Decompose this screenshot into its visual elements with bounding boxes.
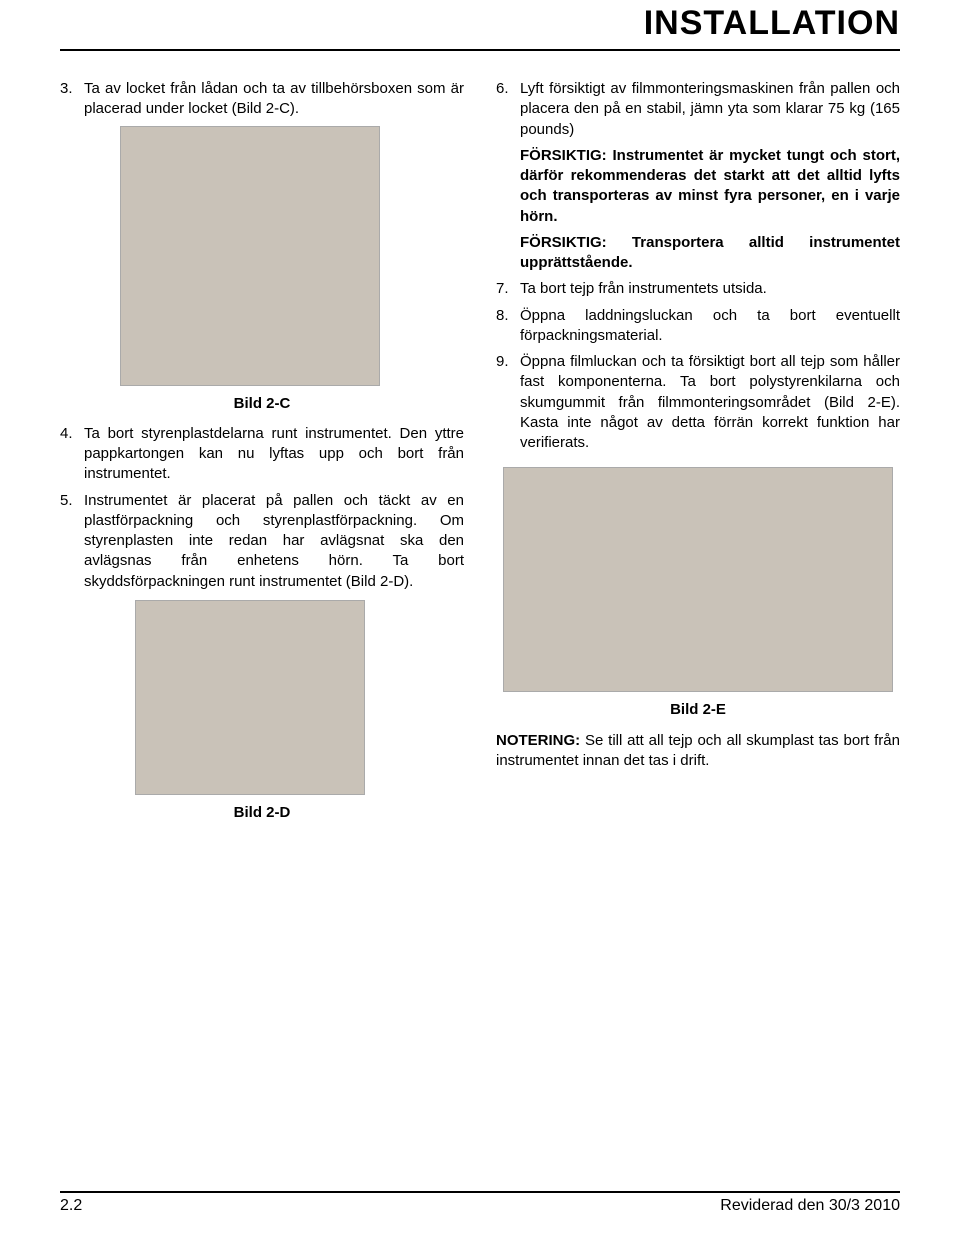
list-number: 5. — [60, 491, 84, 592]
list-text: Öppna filmluckan och ta försiktigt bort … — [520, 352, 900, 453]
caution-label: FÖRSIKTIG: — [520, 147, 607, 164]
list-number: 3. — [60, 79, 84, 120]
caution-label: FÖRSIKTIG: — [520, 234, 607, 251]
list-number: 6. — [496, 79, 520, 140]
list-item: 9. Öppna filmluckan och ta försiktigt bo… — [496, 352, 900, 453]
list-number: 7. — [496, 279, 520, 299]
footer: 2.2 Reviderad den 30/3 2010 — [60, 1191, 900, 1215]
caption-2e: Bild 2-E — [496, 700, 900, 720]
note-label: NOTERING: — [496, 732, 580, 749]
figure-2c — [120, 126, 380, 386]
figure-2e — [503, 467, 893, 692]
header-rule — [60, 49, 900, 51]
caption-2d: Bild 2-D — [60, 803, 464, 823]
list-text: Ta bort tejp från instrumentets utsida. — [520, 279, 900, 299]
list-number: 4. — [60, 424, 84, 485]
list-text: Öppna laddningsluckan och ta bort eventu… — [520, 306, 900, 347]
list-number: 8. — [496, 306, 520, 347]
list-text: Ta av locket från lådan och ta av tillbe… — [84, 79, 464, 120]
caution-1: FÖRSIKTIG: Instrumentet är mycket tungt … — [496, 146, 900, 227]
revision-date: Reviderad den 30/3 2010 — [720, 1197, 900, 1215]
footer-rule — [60, 1191, 900, 1193]
list-item: 7. Ta bort tejp från instrumentets utsid… — [496, 279, 900, 299]
note: NOTERING: Se till att all tejp och all s… — [496, 731, 900, 772]
left-column: 3. Ta av locket från lådan och ta av til… — [60, 79, 464, 833]
list-item: 3. Ta av locket från lådan och ta av til… — [60, 79, 464, 120]
figure-2d — [135, 600, 365, 795]
list-item: 4. Ta bort styrenplastdelarna runt instr… — [60, 424, 464, 485]
page-title: INSTALLATION — [60, 0, 900, 49]
list-item: 8. Öppna laddningsluckan och ta bort eve… — [496, 306, 900, 347]
page-number: 2.2 — [60, 1197, 82, 1215]
list-text: Lyft försiktigt av filmmonteringsmaskine… — [520, 79, 900, 140]
caution-2: FÖRSIKTIG: Transportera alltid instrumen… — [496, 233, 900, 274]
right-column: 6. Lyft försiktigt av filmmonteringsmask… — [496, 79, 900, 833]
list-item: 6. Lyft försiktigt av filmmonteringsmask… — [496, 79, 900, 140]
caption-2c: Bild 2-C — [60, 394, 464, 414]
list-text: Instrumentet är placerat på pallen och t… — [84, 491, 464, 592]
list-item: 5. Instrumentet är placerat på pallen oc… — [60, 491, 464, 592]
list-text: Ta bort styrenplastdelarna runt instrume… — [84, 424, 464, 485]
list-number: 9. — [496, 352, 520, 453]
content-columns: 3. Ta av locket från lådan och ta av til… — [60, 79, 900, 833]
